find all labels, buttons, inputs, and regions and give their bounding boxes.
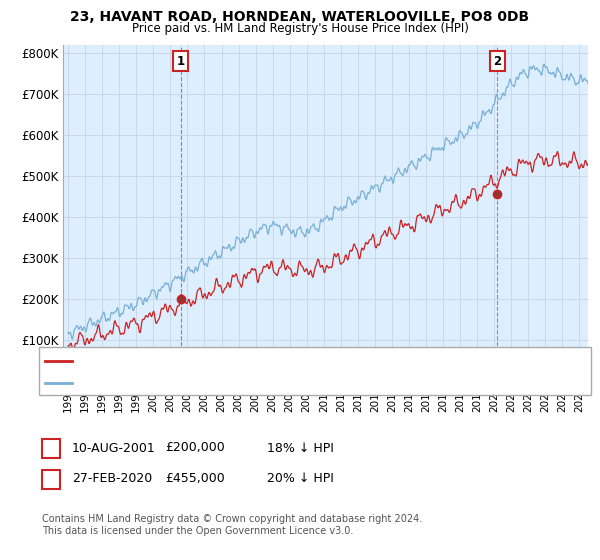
Text: Price paid vs. HM Land Registry's House Price Index (HPI): Price paid vs. HM Land Registry's House … xyxy=(131,22,469,35)
Text: HPI: Average price, detached house, East Hampshire: HPI: Average price, detached house, East… xyxy=(78,378,353,388)
Text: 2: 2 xyxy=(47,472,55,486)
Text: 27-FEB-2020: 27-FEB-2020 xyxy=(72,472,152,486)
Text: 2: 2 xyxy=(493,55,501,68)
Text: 18% ↓ HPI: 18% ↓ HPI xyxy=(267,441,334,455)
Text: 23, HAVANT ROAD, HORNDEAN, WATERLOOVILLE, PO8 0DB: 23, HAVANT ROAD, HORNDEAN, WATERLOOVILLE… xyxy=(70,10,530,24)
Text: £455,000: £455,000 xyxy=(165,472,225,486)
Text: 20% ↓ HPI: 20% ↓ HPI xyxy=(267,472,334,486)
Text: £200,000: £200,000 xyxy=(165,441,225,455)
Text: Contains HM Land Registry data © Crown copyright and database right 2024.
This d: Contains HM Land Registry data © Crown c… xyxy=(42,514,422,536)
Text: 1: 1 xyxy=(47,441,55,455)
Text: 23, HAVANT ROAD, HORNDEAN, WATERLOOVILLE, PO8 0DB (detached house): 23, HAVANT ROAD, HORNDEAN, WATERLOOVILLE… xyxy=(78,357,480,366)
Text: 10-AUG-2001: 10-AUG-2001 xyxy=(72,441,156,455)
Text: 1: 1 xyxy=(176,55,185,68)
